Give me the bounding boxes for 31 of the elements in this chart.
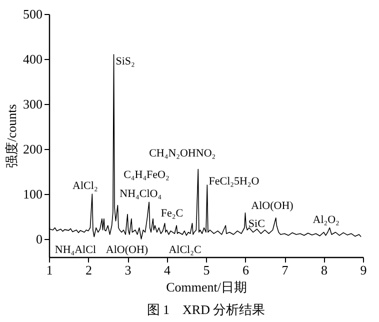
annotation: Fe₂C xyxy=(160,207,184,220)
x-tick-label: 9 xyxy=(360,262,367,278)
y-tick-label: 200 xyxy=(23,142,42,156)
annotation: NH₄ClO₄ xyxy=(120,188,162,200)
annotation: AlO(OH) xyxy=(251,200,294,212)
annotation: SiS₂ xyxy=(116,55,136,68)
annotation: AlO(OH) xyxy=(106,244,148,256)
y-axis-title: 强度/counts xyxy=(4,104,19,168)
annotation: NH₄AlCl xyxy=(54,244,96,256)
x-tick-label: 7 xyxy=(282,262,289,278)
y-tick-label: 0 xyxy=(36,232,42,246)
annotation: SiC xyxy=(248,218,265,230)
annotation: FeCl₂5H₂O xyxy=(208,175,260,188)
x-tick-label: 3 xyxy=(124,262,132,278)
annotation: C₄H₄FeO₂ xyxy=(124,169,170,182)
x-tick-label: 6 xyxy=(242,262,250,278)
y-tick-label: 400 xyxy=(23,52,42,66)
x-tick-label: 2 xyxy=(86,262,92,278)
text: 图 1 XRD 分析结果 xyxy=(146,302,266,317)
x-tick-label: 4 xyxy=(164,262,171,278)
annotation: AlCl₂C xyxy=(168,244,202,256)
y-tick-label: 300 xyxy=(23,96,42,112)
x-tick-label: 1 xyxy=(46,262,53,278)
y-tick-label: 500 xyxy=(23,6,42,22)
annotation: AlCl₂ xyxy=(72,180,98,192)
annotation: CH₄N₂OHNO₂ xyxy=(149,148,216,160)
x-tick-label: 8 xyxy=(321,262,328,278)
x-axis-title: Comment/日期 xyxy=(166,280,247,294)
y-tick-label: 100 xyxy=(23,186,42,202)
x-tick-label: 5 xyxy=(203,262,210,278)
annotation: Al₂O₂ xyxy=(312,214,340,226)
